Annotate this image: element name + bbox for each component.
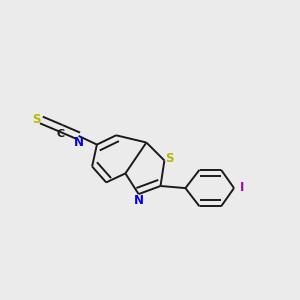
Text: I: I	[240, 181, 244, 194]
Text: N: N	[74, 136, 84, 149]
Text: S: S	[165, 152, 173, 165]
Text: C: C	[57, 129, 65, 140]
Text: S: S	[32, 112, 40, 126]
Text: N: N	[134, 194, 144, 207]
